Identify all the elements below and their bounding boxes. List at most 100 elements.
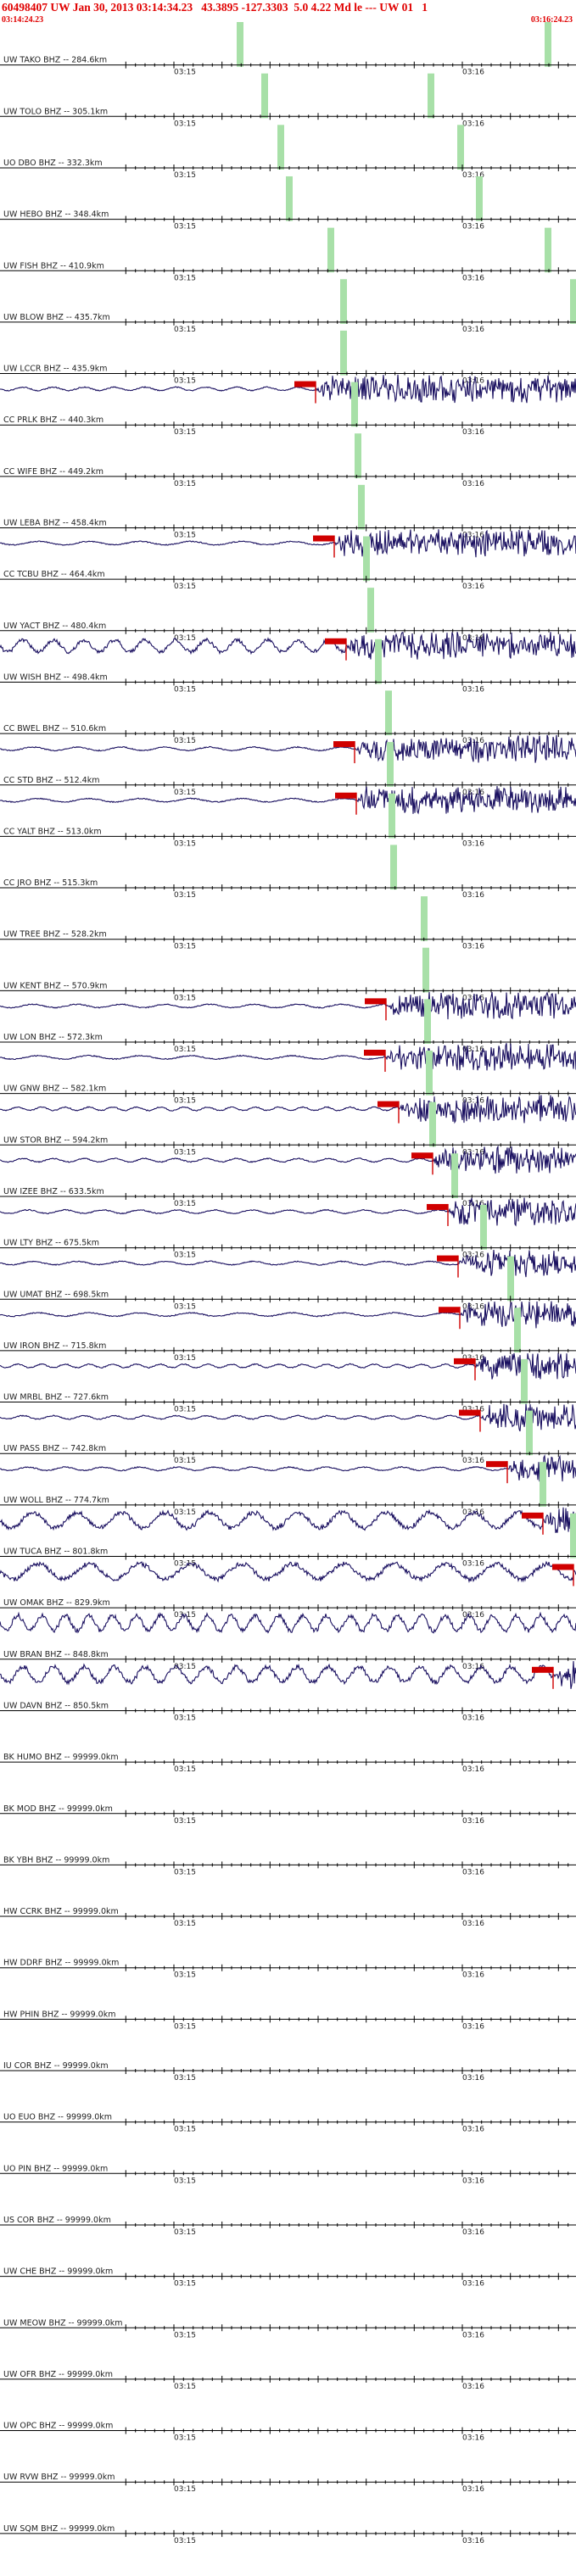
waveform-trace (0, 1660, 576, 1689)
minute-label: 03:15 (174, 2485, 196, 2494)
pick-flag (532, 1666, 553, 1673)
station-label: UW SQM BHZ -- 99999.0km (3, 2524, 115, 2534)
minute-label: 03:16 (462, 223, 484, 231)
phase-marker (521, 1358, 528, 1404)
station-row: 03:15 03:16 UW LEBA BHZ -- 458.4km (0, 484, 576, 558)
station-label: UW OMAK BHZ -- 829.9km (3, 1598, 110, 1608)
minute-label: 03:16 (462, 2485, 484, 2494)
minute-label: 03:15 (174, 377, 196, 386)
station-label: UW STOR BHZ -- 594.2km (3, 1135, 108, 1145)
pick-flag (335, 792, 356, 799)
minute-label: 03:16 (462, 1611, 484, 1620)
minute-label: 03:15 (174, 2280, 196, 2289)
station-row: 03:15 03:16 UW BLOW BHZ -- 435.7km (0, 279, 576, 334)
minute-label: 03:15 (174, 1765, 196, 1774)
phase-marker (422, 947, 429, 993)
minute-label: 03:16 (462, 171, 484, 180)
minute-label: 03:15 (174, 737, 196, 745)
minute-label: 03:15 (174, 994, 196, 1002)
minute-label: 03:15 (174, 789, 196, 797)
minute-label: 03:15 (174, 1302, 196, 1311)
pick-flag (522, 1512, 543, 1519)
minute-label: 03:16 (462, 2280, 484, 2289)
minute-label: 03:16 (462, 2537, 484, 2545)
station-row: 03:15 03:16 US COR BHZ -- 99999.0km (0, 2216, 576, 2237)
phase-marker (540, 1462, 546, 1507)
minute-label: 03:15 (174, 2022, 196, 2031)
station-row: 03:15 03:16 UW LTY BHZ -- 675.5km (0, 1204, 576, 1278)
minute-label: 03:15 (174, 171, 196, 180)
phase-marker (327, 227, 334, 273)
phase-marker (367, 588, 374, 633)
minute-label: 03:16 (462, 2434, 484, 2443)
waveform-trace (0, 1250, 576, 1278)
station-label: UW BLOW BHZ -- 435.7km (3, 313, 110, 322)
phase-marker (545, 227, 551, 273)
minute-label: 03:15 (174, 685, 196, 694)
station-label: UW WOLL BHZ -- 774.7km (3, 1496, 109, 1505)
station-label: UW RVW BHZ -- 99999.0km (3, 2473, 115, 2482)
phase-marker (358, 484, 365, 530)
minute-label: 03:15 (174, 120, 196, 128)
station-label: CC BWEL BHZ -- 510.6km (3, 724, 106, 733)
station-label: HW PHIN BHZ -- 99999.0km (3, 2010, 115, 2019)
station-row: 03:15 03:16 UO EUO BHZ -- 99999.0km (0, 2113, 576, 2134)
minute-label: 03:16 (462, 2331, 484, 2339)
minute-label: 03:15 (174, 2228, 196, 2237)
station-label: UW IZEE BHZ -- 633.5km (3, 1187, 104, 1196)
phase-marker (340, 279, 347, 324)
station-row: 03:15 03:16 IU COR BHZ -- 99999.0km (0, 2061, 576, 2083)
station-row: 03:15 03:16 CC TCBU BHZ -- 464.4km (0, 536, 576, 591)
phase-marker (277, 125, 284, 170)
minute-label: 03:15 (174, 2177, 196, 2185)
phase-marker (421, 896, 428, 941)
phase-marker (340, 330, 347, 376)
waveform-trace (0, 1454, 576, 1482)
station-label: UW TUCA BHZ -- 801.8km (3, 1547, 108, 1557)
pick-flag (427, 1203, 448, 1210)
pick-flag (552, 1564, 573, 1570)
record-header: 60498407 UW Jan 30, 2013 03:14:34.23 43.… (0, 0, 576, 27)
station-label: HW DDRF BHZ -- 99999.0km (3, 1959, 119, 1968)
phase-marker (390, 845, 397, 890)
phase-marker (355, 433, 361, 478)
station-row: 03:15 03:16 CC JRO BHZ -- 515.3km (0, 845, 576, 900)
phase-marker (451, 1153, 458, 1198)
minute-label: 03:15 (174, 583, 196, 591)
minute-label: 03:15 (174, 2126, 196, 2134)
station-label: CC YALT BHZ -- 513.0km (3, 827, 102, 836)
phase-marker (424, 999, 431, 1044)
waveform-trace (0, 1352, 576, 1380)
minute-label: 03:15 (174, 2383, 196, 2391)
station-row: 03:15 03:16 UW SQM BHZ -- 99999.0km (0, 2524, 576, 2545)
station-row: 03:15 03:16 BK MOD BHZ -- 99999.0km (0, 1804, 576, 1826)
station-label: UW TAKO BHZ -- 284.6km (3, 56, 107, 65)
station-row: 03:15 03:16 UW TUCA BHZ -- 801.8km (0, 1513, 576, 1586)
station-row: 03:15 03:16 CC YALT BHZ -- 513.0km (0, 793, 576, 848)
waveform-trace (0, 1197, 576, 1227)
station-row: 03:15 03:16 UW BRAN BHZ -- 848.8km (0, 1650, 576, 1689)
station-row: 03:15 03:16 UW DAVN BHZ -- 850.5km (0, 1701, 576, 1722)
station-label: UW UMAT BHZ -- 698.5km (3, 1290, 109, 1299)
minute-label: 03:15 (174, 2331, 196, 2339)
station-row: 03:15 03:16 UW CHE BHZ -- 99999.0km (0, 2267, 576, 2289)
station-label: US COR BHZ -- 99999.0km (3, 2216, 111, 2225)
station-row: 03:15 03:16 BK HUMO BHZ -- 99999.0km (0, 1753, 576, 1774)
minute-label: 03:16 (462, 839, 484, 848)
minute-label: 03:16 (462, 1457, 484, 1465)
minute-label: 03:15 (174, 1252, 196, 1260)
station-row: 03:15 03:16 UW FISH BHZ -- 410.9km (0, 227, 576, 282)
station-label: UW CHE BHZ -- 99999.0km (3, 2267, 113, 2277)
waveform-trace (0, 1403, 576, 1432)
minute-label: 03:15 (174, 943, 196, 951)
station-row: 03:15 03:16 CC PRLK BHZ -- 440.3km (0, 382, 576, 437)
pick-flag (377, 1101, 399, 1107)
phase-marker (389, 793, 395, 839)
station-row: 03:15 03:16 UO DBO BHZ -- 332.3km (0, 125, 576, 180)
station-row: 03:15 03:16 UW UMAT BHZ -- 698.5km (0, 1256, 576, 1330)
